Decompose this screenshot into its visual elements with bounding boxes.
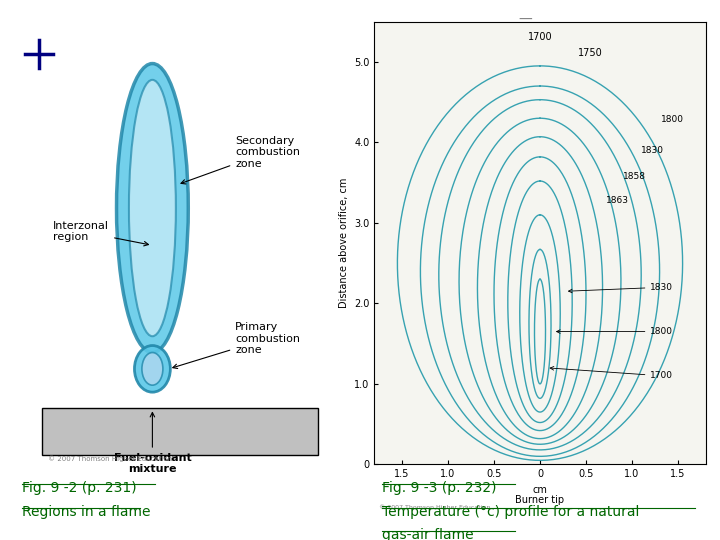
Y-axis label: Distance above orifice, cm: Distance above orifice, cm xyxy=(338,178,348,308)
Text: —: — xyxy=(518,14,533,28)
Text: 1863: 1863 xyxy=(606,196,629,205)
Text: gas-air flame: gas-air flame xyxy=(382,528,473,540)
Text: 1830: 1830 xyxy=(642,146,665,155)
Text: 1858: 1858 xyxy=(623,172,646,181)
Text: Regions in a flame: Regions in a flame xyxy=(22,505,150,519)
Text: Secondary
combustion
zone: Secondary combustion zone xyxy=(181,136,300,184)
Text: © 2007 Thomson Higher Education: © 2007 Thomson Higher Education xyxy=(379,505,490,510)
Text: 1830: 1830 xyxy=(569,283,673,293)
Ellipse shape xyxy=(135,346,171,392)
Text: 1750: 1750 xyxy=(578,48,603,58)
Text: 1800: 1800 xyxy=(660,116,683,124)
Text: Primary
combustion
zone: Primary combustion zone xyxy=(173,322,300,368)
Text: © 2007 Thomson Higher Education: © 2007 Thomson Higher Education xyxy=(48,455,172,462)
Ellipse shape xyxy=(117,64,189,353)
Text: Fig. 9 -2 (p. 231): Fig. 9 -2 (p. 231) xyxy=(22,481,136,495)
Ellipse shape xyxy=(142,353,163,385)
Text: Fuel-oxidant
mixture: Fuel-oxidant mixture xyxy=(114,413,192,474)
Text: 1700: 1700 xyxy=(550,367,673,380)
Text: 1800: 1800 xyxy=(557,327,673,336)
FancyBboxPatch shape xyxy=(42,408,318,455)
Text: Burner tip: Burner tip xyxy=(516,495,564,505)
X-axis label: cm: cm xyxy=(533,485,547,495)
Text: Fig. 9 -3 (p. 232): Fig. 9 -3 (p. 232) xyxy=(382,481,496,495)
Ellipse shape xyxy=(129,80,176,336)
Text: 1700: 1700 xyxy=(528,32,552,42)
Text: Interzonal
region: Interzonal region xyxy=(53,220,148,246)
Text: Temperature (°c) profile for a natural: Temperature (°c) profile for a natural xyxy=(382,505,639,519)
